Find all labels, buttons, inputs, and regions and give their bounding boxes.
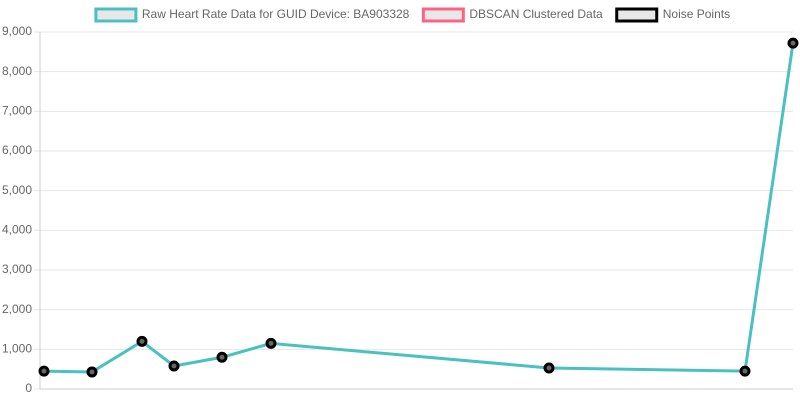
y-tick-label: 9,000 xyxy=(2,24,32,38)
legend: Raw Heart Rate Data for GUID Device: BA9… xyxy=(94,7,730,23)
noise-point xyxy=(739,365,751,377)
noise-point xyxy=(168,360,180,372)
y-tick-label: 4,000 xyxy=(2,223,32,237)
noise-point xyxy=(216,351,228,363)
legend-swatch xyxy=(94,7,138,23)
legend-swatch xyxy=(615,7,659,23)
y-tick-label: 1,000 xyxy=(2,342,32,356)
y-tick-label: 2,000 xyxy=(2,302,32,316)
noise-point xyxy=(787,37,799,49)
legend-label: Raw Heart Rate Data for GUID Device: BA9… xyxy=(142,7,410,21)
noise-point xyxy=(136,335,148,347)
noise-point xyxy=(543,362,555,374)
series-line xyxy=(43,42,795,374)
legend-label: Noise Points xyxy=(663,7,730,21)
y-tick-label: 3,000 xyxy=(2,262,32,276)
y-tick-label: 5,000 xyxy=(2,183,32,197)
y-tick-label: 8,000 xyxy=(2,64,32,78)
y-tick-label: 0 xyxy=(25,381,32,395)
y-tick-label: 7,000 xyxy=(2,104,32,118)
noise-point xyxy=(38,365,50,377)
legend-swatch xyxy=(421,7,465,23)
legend-label: DBSCAN Clustered Data xyxy=(469,7,603,21)
y-tick-label: 6,000 xyxy=(2,143,32,157)
noise-point xyxy=(86,366,98,378)
noise-point xyxy=(265,337,277,349)
